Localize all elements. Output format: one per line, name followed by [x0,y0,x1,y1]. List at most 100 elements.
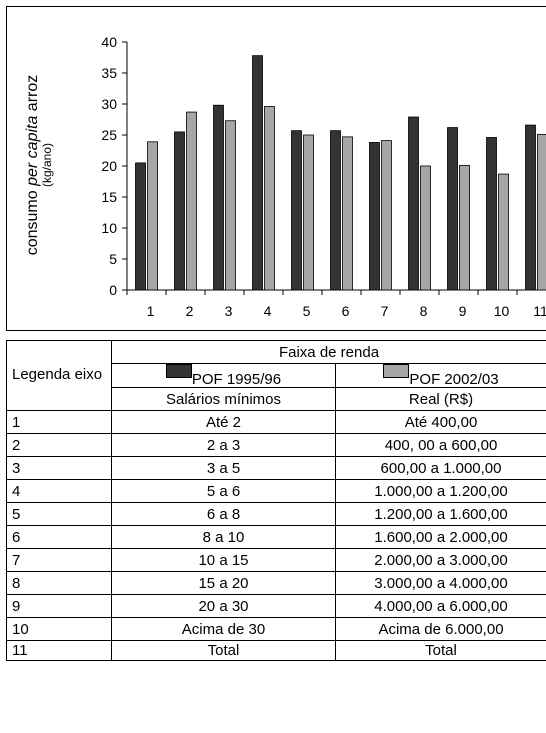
real-cell: 400, 00 a 600,00 [334,433,546,457]
axis-cell: 4 [6,479,112,503]
series-1-label: POF 1995/96 [191,371,282,388]
bar-series-1 [330,130,341,291]
axis-cell: 11 [6,640,112,661]
y-tick-label: 40 [101,34,117,50]
y-tick-label: 5 [109,251,117,267]
x-tick-label: 2 [186,303,194,319]
series-2-label: POF 2002/03 [409,371,499,388]
y-axis-label-part-3: arroz [24,75,41,116]
bar-series-1 [174,131,185,291]
bar-series-2 [498,173,509,291]
x-tick-label: 3 [225,303,233,319]
y-tick-label: 35 [101,65,117,81]
income-range-header: Faixa de renda [110,340,546,364]
bar-series-2 [420,165,431,291]
min-wage-cell: 2 a 3 [111,433,336,457]
y-tick-label: 25 [101,127,117,143]
real-cell: Total [334,640,546,661]
bar-series-1 [369,142,380,291]
real-cell: 4.000,00 a 6.000,00 [334,594,546,618]
axis-cell: 10 [6,617,112,641]
x-tick-label: 1 [147,303,155,319]
header-row-2: POF 1995/96 POF 2002/03 [7,363,546,388]
x-tick-label: 10 [494,303,510,319]
axis-cell: 5 [6,502,112,526]
min-wage-cell: 5 a 6 [111,479,336,503]
x-tick-label: 11 [533,303,546,319]
axis-cell: 8 [6,571,112,595]
real-cell: 1.000,00 a 1.200,00 [334,479,546,503]
bar-series-1 [447,127,458,291]
series-1-legend: POF 1995/96 [111,363,336,388]
min-wage-cell: 8 a 10 [111,525,336,549]
min-wage-cell: Total [111,640,336,661]
real-cell: 3.000,00 a 4.000,00 [334,571,546,595]
legend-axis-header: Legenda eixo [6,340,112,411]
header-row-1: Legenda eixo Faixa de renda [6,340,546,411]
bar-series-1 [252,55,263,291]
series-1-swatch [165,364,192,378]
y-axis-label-part-1: consumo [24,186,41,255]
axis-cell: 1 [6,410,112,434]
real-cell: 1.600,00 a 2.000,00 [334,525,546,549]
y-tick-label: 20 [101,158,117,174]
bar-series-1 [486,137,497,291]
real-cell: Até 400,00 [334,410,546,434]
axis-cell: 6 [6,525,112,549]
bar-series-2 [342,136,353,291]
y-axis-label-part-2: per capita [24,116,41,187]
x-tick-label: 7 [381,303,389,319]
axis-cell: 9 [6,594,112,618]
min-wage-cell: Até 2 [111,410,336,434]
min-wage-cell: 15 a 20 [111,571,336,595]
table-row: 1 Até 2 Até 400,00 [6,410,546,434]
real-cell: 1.200,00 a 1.600,00 [334,502,546,526]
bar-series-1 [408,116,419,291]
bar-series-1 [525,124,536,291]
bar-series-2 [459,164,470,291]
min-wage-cell: 6 a 8 [111,502,336,526]
bar-series-1 [291,130,302,291]
chart-panel: consumo per capita arroz (kg/ano) 0 5 10 15… [6,6,546,331]
x-tick-label: 6 [342,303,350,319]
axis-cell: 2 [6,433,112,457]
bar-series-2 [186,111,197,291]
x-tick-label: 9 [459,303,467,319]
bar-series-2 [147,141,158,291]
y-axis-label: consumo per capita arroz [24,75,41,256]
y-tick-label: 0 [109,282,117,298]
min-wage-subheader: Salários mínimos [111,387,336,411]
x-tick-label: 8 [420,303,428,319]
bar-chart: consumo per capita arroz (kg/ano) 0 5 10 15… [24,34,546,319]
table-row: 10 Acima de 30 Acima de 6.000,00 [6,617,546,641]
y-tick-label: 10 [101,220,117,236]
x-tick-label: 4 [264,303,272,319]
min-wage-cell: Acima de 30 [111,617,336,641]
min-wage-cell: 20 a 30 [111,594,336,618]
bar-series-2 [303,134,314,291]
bar-series-2 [537,133,546,291]
income-legend-table: Legenda eixo Faixa de renda POF 1995/96 … [6,340,546,661]
bar-series-1 [213,104,224,291]
y-axis-title: consumo per capita arroz (kg/ano) [24,75,54,256]
series-2-swatch [383,364,410,378]
y-tick-label: 30 [101,96,117,112]
table-row: 9 20 a 30 4.000,00 a 6.000,00 [6,594,546,618]
real-cell: 2.000,00 a 3.000,00 [334,548,546,572]
series-2-legend: POF 2002/03 [334,363,546,388]
plot-area: 0 5 10 15 20 25 30 35 40 1 2 3 4 5 6 7 8 9 10 11 [101,34,546,319]
table-row: 11 Total Total [6,640,546,661]
y-tick-label: 15 [101,189,117,205]
min-wage-cell: 10 a 15 [111,548,336,572]
bar-series-2 [381,140,392,291]
axis-cell: 3 [6,456,112,480]
real-cell: Acima de 6.000,00 [334,617,546,641]
real-cell: 600,00 a 1.000,00 [334,456,546,480]
min-wage-cell: 3 a 5 [111,456,336,480]
y-axis-unit: (kg/ano) [40,143,54,187]
